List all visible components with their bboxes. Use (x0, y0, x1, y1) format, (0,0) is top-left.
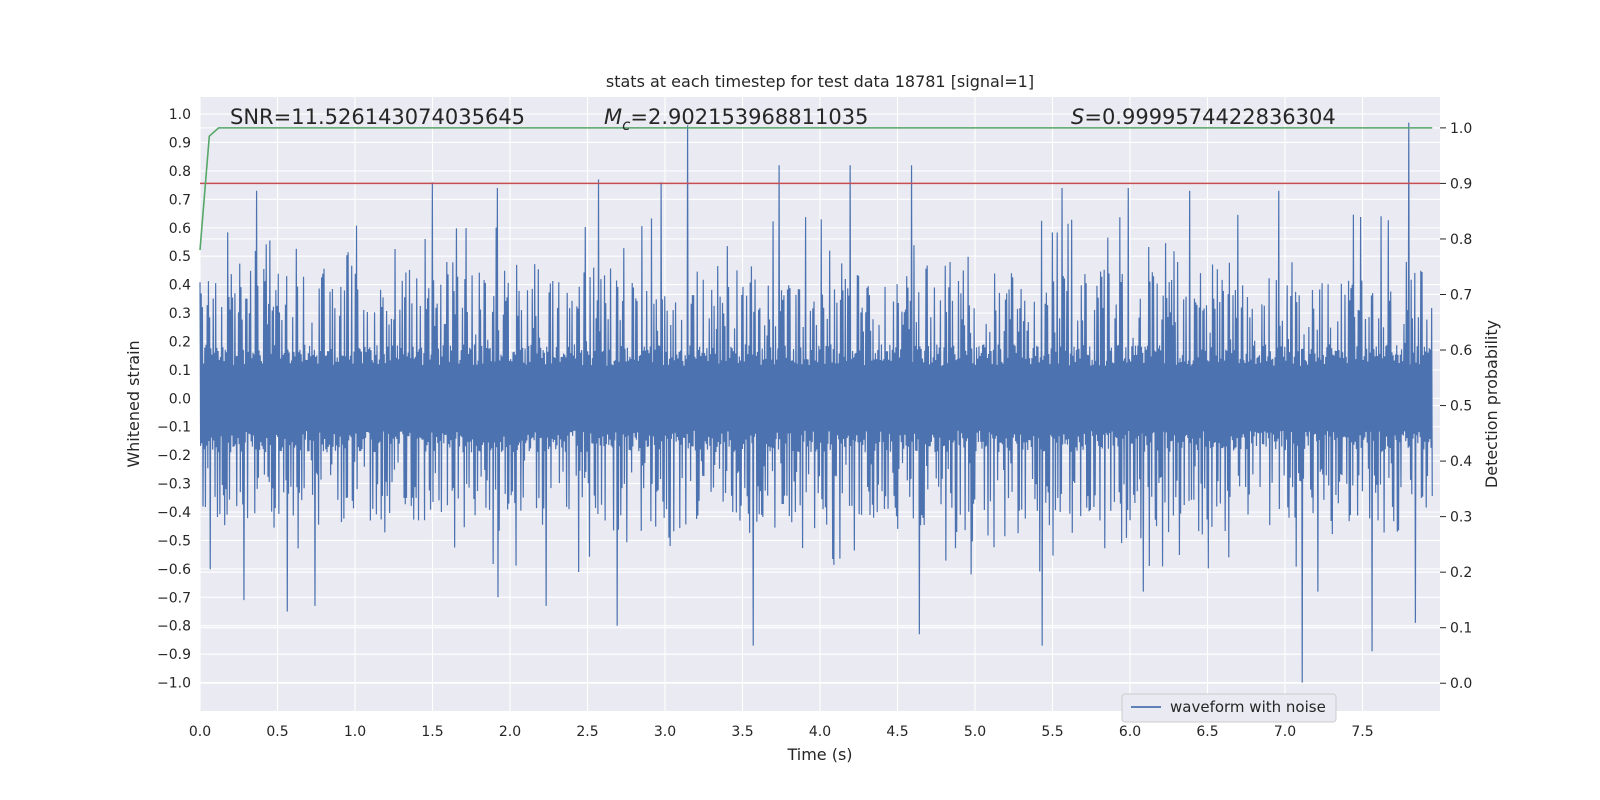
y-left-tick-label: 0.7 (169, 192, 191, 208)
x-tick-label: 3.5 (731, 724, 753, 740)
y-left-tick-label: −0.4 (157, 505, 191, 521)
x-axis-ticks: 0.0 0.5 1.0 1.5 2.0 2.5 3.0 3.5 4.0 4.5 5.0 5.5 6.0 6… (189, 724, 1374, 740)
y-left-tick-label: 0.6 (169, 221, 191, 237)
snr-annotation: SNR=11.526143074035645 (230, 105, 525, 129)
y-left-tick-label: −1.0 (157, 676, 191, 692)
y-left-tick-label: −0.8 (157, 619, 191, 635)
y-right-tick-label: 0.9 (1450, 176, 1472, 192)
x-tick-label: 1.0 (344, 724, 366, 740)
y-left-tick-label: −0.1 (157, 420, 191, 436)
y-left-tick-label: 0.5 (169, 249, 191, 265)
x-tick-label: 4.5 (886, 724, 908, 740)
legend-label: waveform with noise (1170, 698, 1326, 716)
x-tick-label: 7.5 (1351, 724, 1373, 740)
legend-box (1121, 693, 1337, 723)
y-left-tick-label: −0.2 (157, 448, 191, 464)
score-value: =0.9999574422836304 (1084, 105, 1335, 129)
x-tick-label: 1.5 (421, 724, 443, 740)
y-right-tick-label: 0.6 (1450, 343, 1472, 359)
x-tick-label: 5.5 (1041, 724, 1063, 740)
y-right-tick-label: 0.1 (1450, 621, 1472, 637)
y-right-tick-label: 0.2 (1450, 565, 1472, 581)
y-left-tick-label: 0.8 (169, 164, 191, 180)
y-left-tick-label: 0.2 (169, 334, 191, 350)
y-right-tick-label: 1.0 (1450, 121, 1472, 137)
y-left-tick-label: −0.6 (157, 562, 191, 578)
y-left-tick-label: 0.3 (169, 306, 191, 322)
x-tick-label: 3.0 (654, 724, 676, 740)
y-right-tick-label: 0.0 (1450, 676, 1472, 692)
y-left-tick-label: 0.9 (169, 135, 191, 151)
x-axis-label: Time (s) (786, 745, 852, 764)
detection-probability-line (199, 127, 1433, 251)
x-tick-label: 0.5 (266, 724, 288, 740)
y-left-axis-ticks: 1.0 0.9 0.8 0.7 0.6 0.5 0.4 0.3 0.2 0.1 0.0 −0.1 −0.… (157, 107, 191, 692)
chirp-mass-subscript: c (622, 116, 631, 134)
y-left-tick-label: 0.0 (169, 391, 191, 407)
y-right-tick-label: 0.8 (1450, 232, 1472, 248)
x-tick-label: 6.5 (1196, 724, 1218, 740)
y-left-tick-label: 1.0 (169, 107, 191, 123)
chirp-mass-annotation: Mc=2.902153968811035 (604, 105, 868, 134)
chart-title: stats at each timestep for test data 187… (606, 72, 1034, 91)
x-tick-label: 6.0 (1119, 724, 1141, 740)
y-left-tick-label: −0.5 (157, 533, 191, 549)
y-left-tick-label: −0.9 (157, 647, 191, 663)
x-tick-label: 2.5 (576, 724, 598, 740)
y-right-tick-label: 0.3 (1450, 510, 1472, 526)
probability-series (199, 127, 1440, 251)
y-left-tick-label: 0.4 (169, 278, 191, 294)
x-tick-label: 0.0 (189, 724, 211, 740)
y-right-tick-label: 0.7 (1450, 287, 1472, 303)
y-left-axis-label: Whitened strain (124, 340, 143, 467)
waveform-with-noise-line (199, 122, 1433, 683)
y-right-tick-label: 0.4 (1450, 454, 1472, 470)
chirp-mass-value: =2.902153968811035 (630, 105, 868, 129)
x-tick-label: 4.0 (809, 724, 831, 740)
y-right-axis-label: Detection probability (1482, 320, 1501, 488)
y-left-tick-label: −0.7 (157, 590, 191, 606)
score-symbol: S (1071, 105, 1084, 129)
legend: waveform with noise (1121, 693, 1337, 723)
score-annotation: S=0.9999574422836304 (1071, 105, 1336, 129)
y-left-tick-label: −0.3 (157, 477, 191, 493)
waveform-series (199, 122, 1433, 683)
x-tick-label: 7.0 (1274, 724, 1296, 740)
chirp-mass-symbol: M (604, 105, 622, 129)
y-left-tick-label: 0.1 (169, 363, 191, 379)
x-tick-label: 2.0 (499, 724, 521, 740)
y-right-tick-label: 0.5 (1450, 399, 1472, 415)
x-tick-label: 5.0 (964, 724, 986, 740)
y-right-axis-ticks: 1.0 0.9 0.8 0.7 0.6 0.5 0.4 0.3 0.2 0.1 0.0 (1440, 121, 1472, 692)
